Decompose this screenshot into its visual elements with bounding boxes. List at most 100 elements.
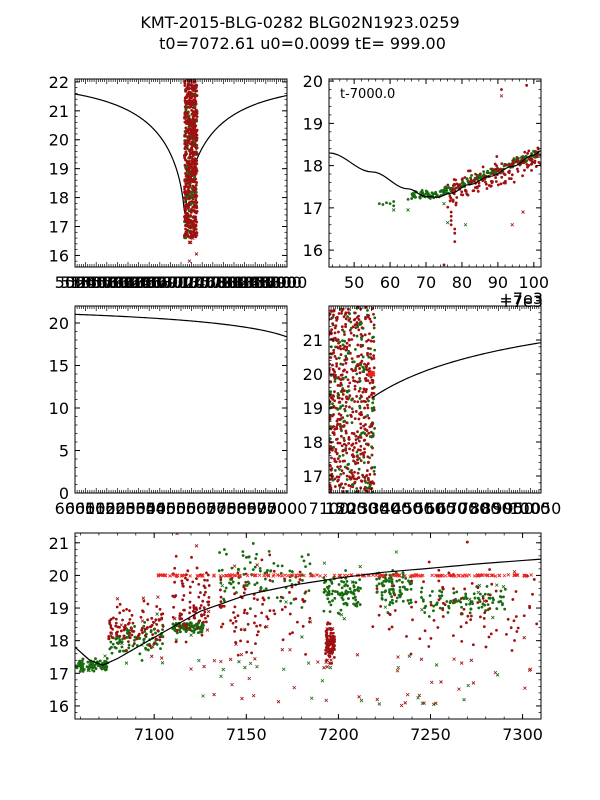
data-point-x — [476, 590, 481, 595]
data-point-red — [353, 470, 356, 474]
data-point-red — [449, 210, 453, 214]
data-point-x — [298, 573, 302, 578]
data-point-red — [481, 165, 485, 169]
data-point-red — [233, 629, 236, 633]
data-point-red — [495, 164, 499, 168]
data-point-green — [420, 586, 424, 590]
data-point-red — [436, 626, 440, 629]
data-point-x — [396, 665, 401, 670]
x-tick-label: 5800 — [98, 273, 139, 292]
data-point-red — [272, 609, 276, 613]
data-point-red — [368, 317, 372, 321]
data-point-red — [370, 466, 373, 470]
data-point-red — [375, 587, 379, 591]
data-point-red — [530, 157, 534, 161]
data-point-green — [280, 564, 284, 568]
data-point-green — [251, 542, 255, 545]
data-point-red — [372, 354, 376, 358]
data-point-red — [511, 598, 515, 601]
data-point-green — [380, 593, 384, 597]
data-point-red — [128, 609, 131, 613]
x-tick-label: 650 — [436, 499, 467, 518]
data-point-red — [363, 377, 367, 381]
data-point-green — [333, 596, 337, 600]
data-point-x — [523, 686, 527, 690]
data-point-green — [339, 608, 343, 612]
data-point-red — [479, 615, 482, 619]
data-point-x — [389, 573, 393, 578]
data-point-green — [464, 603, 468, 606]
data-point-x — [339, 612, 344, 617]
data-point-green — [243, 567, 247, 571]
data-point-red — [487, 635, 491, 639]
data-point-green — [189, 202, 193, 206]
data-point-red — [372, 482, 376, 485]
y-tick-label: 5 — [59, 442, 69, 461]
data-point-x — [342, 573, 347, 578]
data-point-x — [280, 647, 285, 652]
data-point-x — [189, 633, 193, 637]
x-tick-label: 6650 — [186, 499, 227, 518]
data-point-x — [109, 634, 113, 638]
x-tick-label: 550 — [414, 499, 445, 518]
data-point-x — [410, 573, 415, 578]
data-point-red — [333, 459, 337, 463]
data-point-x — [403, 573, 407, 578]
data-point-x — [202, 664, 206, 669]
data-point-green — [469, 600, 473, 604]
data-point-green — [109, 640, 113, 644]
data-point-red — [357, 439, 361, 443]
data-point-x — [416, 696, 420, 700]
data-point-red — [429, 636, 433, 640]
data-point-green — [192, 630, 196, 634]
data-point-green — [423, 606, 427, 610]
data-point-red — [379, 604, 383, 608]
data-point-red — [193, 160, 197, 164]
data-point-x — [387, 579, 392, 583]
data-point-green — [155, 642, 159, 646]
data-point-x — [194, 232, 199, 236]
x-tick-label: 6300 — [125, 273, 166, 292]
data-point-red — [188, 611, 191, 615]
data-point-green — [275, 596, 279, 600]
data-point-red — [337, 312, 341, 315]
data-point-x — [395, 668, 400, 673]
data-point-x — [188, 574, 192, 578]
data-point-green — [87, 667, 91, 671]
data-point-x — [292, 685, 297, 690]
data-point-red — [441, 608, 445, 612]
data-point-red — [449, 214, 453, 218]
data-point-red — [325, 634, 329, 637]
data-point-red — [537, 160, 541, 164]
data-point-green — [325, 593, 329, 597]
data-point-red — [195, 201, 199, 204]
data-point-x — [155, 612, 159, 616]
data-point-green — [302, 559, 306, 563]
data-point-green — [329, 425, 333, 428]
data-point-green — [392, 204, 396, 208]
data-point-red — [333, 326, 337, 330]
data-point-red — [186, 173, 190, 177]
data-point-x — [475, 573, 480, 578]
data-point-red — [370, 391, 374, 395]
data-point-x — [322, 561, 327, 565]
data-point-red — [530, 160, 534, 164]
data-point-red — [234, 625, 238, 629]
data-point-green — [359, 433, 362, 437]
data-point-red — [441, 601, 445, 605]
data-point-x — [406, 208, 410, 212]
data-point-red — [470, 581, 474, 585]
data-point-red — [242, 611, 246, 615]
data-point-red — [514, 615, 518, 618]
data-point-red — [355, 323, 359, 327]
data-point-green — [477, 176, 481, 179]
data-point-green — [401, 580, 404, 584]
data-point-green — [266, 569, 269, 572]
data-point-green — [218, 551, 221, 554]
data-point-x — [440, 574, 445, 578]
data-point-red — [187, 235, 191, 239]
data-point-red — [357, 389, 361, 393]
data-point-red — [253, 621, 256, 625]
data-point-red — [329, 356, 333, 359]
x-tick-label: 6950 — [246, 499, 287, 518]
